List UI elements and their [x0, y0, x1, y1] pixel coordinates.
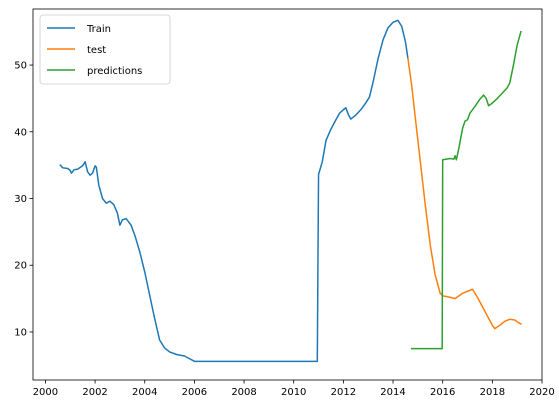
x-tick-label: 2012: [331, 387, 356, 398]
legend-label: predictions: [87, 66, 142, 77]
x-tick-label: 2002: [82, 387, 107, 398]
y-tick-label: 30: [14, 194, 27, 205]
series-line-test: [407, 57, 522, 330]
x-tick-label: 2014: [380, 387, 405, 398]
series-layer: [59, 19, 522, 363]
x-tick-label: 2008: [231, 387, 256, 398]
x-tick-label: 2004: [132, 387, 157, 398]
x-tick-label: 2006: [182, 387, 207, 398]
x-tick-label: 2018: [480, 387, 505, 398]
y-axis: 10 20 30 40 50: [14, 61, 33, 338]
legend-box: [39, 14, 171, 85]
y-tick-label: 50: [14, 61, 27, 72]
x-tick-label: 2000: [33, 387, 58, 398]
x-tick-label: 2020: [529, 387, 554, 398]
x-axis: 2000 2002 2004 2006 2008 2010 2012 2014 2016 2018…: [33, 380, 555, 398]
x-tick-label: 2016: [430, 387, 455, 398]
legend-label: Train: [86, 24, 111, 35]
y-tick-label: 40: [14, 127, 27, 138]
y-tick-label: 20: [14, 261, 27, 272]
y-tick-label: 10: [14, 327, 27, 338]
legend-label: test: [87, 45, 106, 56]
x-tick-label: 2010: [281, 387, 306, 398]
series-line-train: [59, 19, 409, 363]
axes-frame: [32, 8, 543, 381]
legend: Train test predictions: [39, 14, 171, 85]
series-line-predictions: [410, 30, 522, 350]
